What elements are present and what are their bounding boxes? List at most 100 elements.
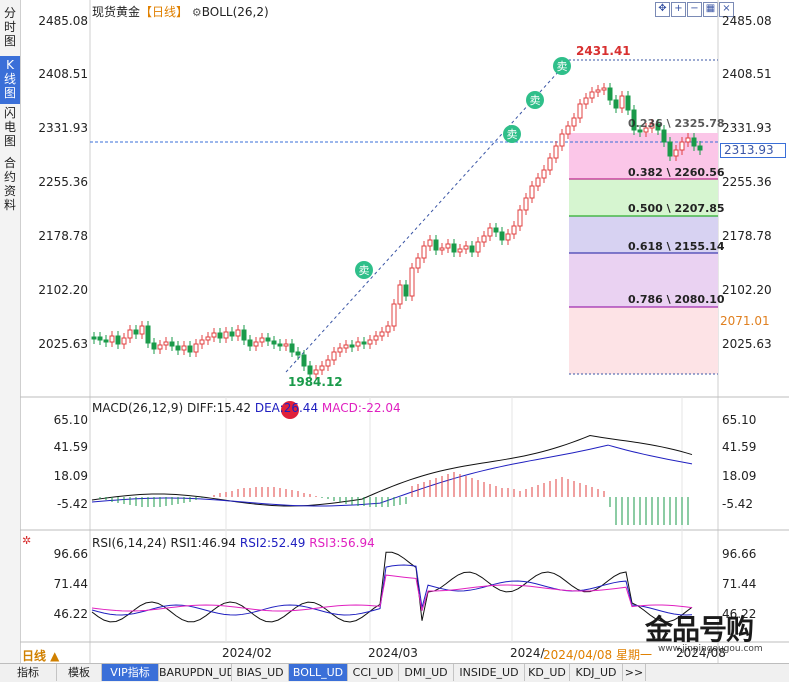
fib-level-label: 0.618 \ 2155.14 (628, 240, 725, 253)
settings-icon[interactable]: ⚙ (191, 6, 202, 19)
candle (607, 87, 613, 101)
candle (487, 227, 493, 237)
tab-inside[interactable]: INSIDE_UD (454, 664, 525, 681)
rsi-axis-label: 71.44 (53, 577, 88, 591)
rsi-title: RSI(6,14,24) (92, 536, 167, 550)
tab-flash[interactable]: 闪 电 图 (3, 106, 16, 148)
macd-axis-label: -5.42 (56, 497, 88, 511)
right-price-label: 2331.93 (722, 121, 772, 135)
tab-boll[interactable]: BOLL_UD (289, 664, 348, 681)
left-price-label: 2485.08 (38, 14, 88, 28)
crosshair-icon[interactable]: ✥ (655, 2, 670, 17)
tab-indicators[interactable]: 指标 (0, 664, 57, 681)
candle (541, 169, 547, 179)
tab-barupdn[interactable]: BARUPDN_UD (159, 664, 232, 681)
tab-templates[interactable]: 模板 (57, 664, 102, 681)
tab-dmi[interactable]: DMI_UD (399, 664, 454, 681)
fib-level-label: 0.786 \ 2080.10 (628, 293, 725, 306)
indicator-name[interactable]: BOLL(26,2) (201, 5, 269, 19)
candle (103, 339, 109, 343)
left-price-label: 2178.78 (38, 229, 88, 243)
fib-trend-line (285, 59, 570, 373)
candle (295, 351, 301, 356)
candle (97, 336, 103, 341)
fib-level-label: 0.236 \ 2325.78 (628, 117, 725, 130)
candle (451, 243, 457, 253)
candle (463, 245, 469, 250)
macd-axis-label: 18.09 (53, 469, 88, 483)
fib-zone (569, 179, 718, 216)
zoom-fit-icon[interactable]: ▦ (703, 2, 718, 17)
period-label[interactable]: 日线 ▲ (22, 649, 60, 663)
close-icon[interactable]: × (719, 2, 734, 17)
candle (595, 89, 601, 93)
tab-contract-info[interactable]: 合 约 资 料 (3, 156, 16, 212)
candle (115, 335, 121, 345)
zoom-out-icon[interactable]: − (687, 2, 702, 17)
left-price-label: 2331.93 (38, 121, 88, 135)
time-axis-label: 2024/ (510, 646, 545, 660)
rsi3-value: RSI3:56.94 (309, 536, 375, 550)
candle (187, 345, 193, 353)
candle (223, 331, 229, 339)
macd-axis-label: 65.10 (722, 413, 757, 427)
rsi1-value: RSI1:46.94 (170, 536, 237, 550)
candle (199, 339, 205, 345)
left-price-label: 2102.20 (38, 283, 88, 297)
watermark-logo: 金品号购 (645, 613, 754, 646)
candle (151, 342, 157, 350)
fib-zone (569, 307, 718, 374)
candle (553, 145, 559, 159)
rsi2-value: RSI2:52.49 (239, 536, 306, 550)
candle (313, 369, 319, 375)
tab-cci[interactable]: CCI_UD (348, 664, 399, 681)
time-axis-label: 2024/03 (368, 646, 418, 660)
candle (193, 343, 199, 353)
candle (217, 332, 223, 339)
candle (421, 245, 427, 259)
candle (691, 137, 697, 147)
macd-axis-label: 41.59 (722, 440, 757, 454)
period-selector[interactable]: 【日线】 (140, 5, 189, 19)
tab-kline[interactable]: K 线 图 (0, 56, 20, 104)
candle (355, 341, 361, 347)
zoom-in-icon[interactable]: + (671, 2, 686, 17)
current-price-tag: 2313.93 (720, 143, 786, 158)
candle (241, 329, 247, 341)
candle (613, 99, 619, 109)
tab-kd[interactable]: KD_UD (525, 664, 570, 681)
tab-intraday[interactable]: 分 时 图 (3, 6, 16, 48)
tab-bias[interactable]: BIAS_UD (232, 664, 289, 681)
tab-more[interactable]: >> (623, 664, 646, 681)
rsi-axis-label: 96.66 (53, 547, 88, 561)
candle (385, 325, 391, 333)
candle (163, 341, 169, 346)
candle (259, 337, 265, 343)
rsi-axis-label: 96.66 (722, 547, 757, 561)
tab-kdj[interactable]: KDJ_UD (570, 664, 623, 681)
candle (475, 241, 481, 253)
candle (415, 257, 421, 269)
candle (283, 343, 289, 347)
tab-vip-indicators[interactable]: VIP指标 (102, 664, 159, 681)
rsi-settings-icon[interactable]: ✲ (22, 534, 32, 547)
candle (289, 343, 295, 353)
macd-axis-label: 65.10 (53, 413, 88, 427)
candle (157, 344, 163, 350)
candle (205, 336, 211, 341)
sell-marker (526, 91, 544, 109)
candle (373, 335, 379, 341)
left-price-label: 2408.51 (38, 67, 88, 81)
candle (601, 87, 607, 91)
candle (109, 335, 115, 343)
candle (127, 329, 133, 339)
candle (121, 337, 127, 345)
candle (277, 343, 283, 347)
rsi2-line (91, 564, 693, 616)
rsi-axis-label: 46.22 (722, 607, 757, 621)
macd-title: MACD(26,12,9) (92, 401, 184, 415)
macd-diff: DIFF:15.42 (186, 401, 252, 415)
left-tab-strip: 分 时 图 K 线 图 闪 电 图 合 约 资 料 (0, 0, 21, 663)
candle (145, 325, 151, 344)
